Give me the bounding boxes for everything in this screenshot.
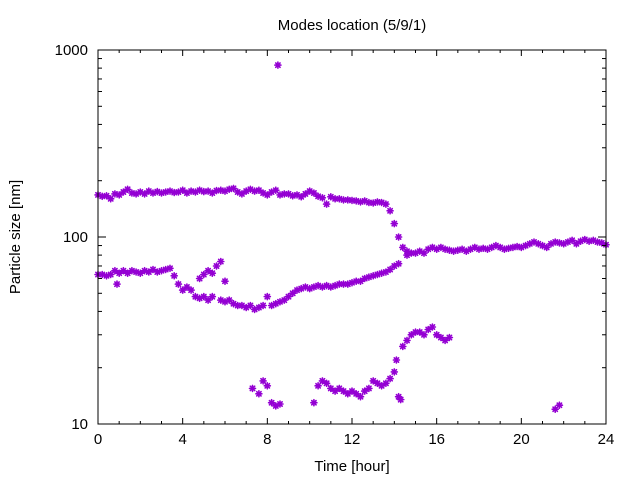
data-point: [390, 368, 399, 376]
data-point: [386, 265, 394, 274]
data-point: [382, 200, 390, 208]
data-point: [398, 342, 407, 351]
data-point: [420, 330, 428, 339]
x-tick-label: 8: [263, 431, 271, 448]
data-point: [314, 381, 322, 390]
data-point: [195, 274, 204, 283]
data-point: [274, 61, 282, 69]
data-point: [119, 266, 128, 275]
data-point: [106, 195, 115, 203]
data-point: [271, 186, 280, 194]
x-tick-label: 20: [513, 431, 530, 448]
data-point: [403, 251, 411, 259]
x-axis-title: Time [hour]: [314, 458, 389, 475]
data-point: [348, 387, 356, 395]
data-point: [263, 381, 272, 390]
data-point: [259, 301, 267, 310]
data-point: [170, 271, 178, 280]
data-point: [352, 389, 361, 398]
data-point: [445, 333, 454, 342]
y-axis: 10 100 1000: [55, 42, 606, 433]
data-point: [386, 207, 394, 215]
data-point: [396, 395, 405, 404]
data-point: [276, 191, 284, 199]
data-point: [322, 379, 331, 388]
data-point: [248, 384, 257, 393]
y-tick-label: 100: [63, 229, 88, 246]
data-point: [280, 190, 289, 198]
y-tick-label: 1000: [55, 42, 88, 59]
points-layer: [94, 61, 610, 414]
data-point: [542, 243, 551, 252]
data-point: [263, 292, 272, 301]
data-point: [221, 297, 229, 306]
x-tick-label: 12: [344, 431, 361, 448]
data-point: [386, 374, 394, 383]
data-point: [394, 259, 403, 268]
data-point: [392, 356, 401, 364]
data-point: [166, 264, 174, 273]
data-point: [221, 277, 229, 286]
data-point: [356, 277, 365, 286]
data-point: [343, 389, 352, 398]
data-point: [115, 191, 123, 199]
data-point: [420, 249, 428, 257]
data-point: [310, 398, 318, 407]
data-point: [356, 392, 365, 401]
data-point: [390, 219, 399, 228]
data-point: [551, 405, 560, 414]
data-point: [441, 336, 449, 345]
data-point: [280, 296, 289, 304]
data-point: [212, 262, 221, 270]
data-point: [217, 257, 225, 266]
x-tick-label: 16: [428, 431, 445, 448]
data-point: [394, 233, 403, 241]
x-tick-label: 24: [598, 431, 615, 448]
data-point: [428, 243, 437, 252]
data-point: [102, 192, 111, 200]
data-point: [259, 377, 267, 385]
data-point: [276, 400, 284, 408]
y-tick-label: 10: [71, 416, 88, 433]
x-axis: 0 4 8 12 16 20 24: [94, 50, 615, 448]
data-point: [204, 266, 212, 275]
data-point: [111, 266, 119, 275]
data-point: [187, 286, 195, 294]
data-point: [432, 330, 441, 339]
data-point: [322, 200, 331, 208]
data-point: [113, 280, 121, 288]
data-point: [365, 384, 373, 393]
data-point: [288, 289, 297, 298]
data-point: [297, 193, 306, 201]
data-point: [403, 336, 411, 345]
data-point: [555, 401, 564, 410]
data-point: [318, 194, 327, 202]
plot-frame: [97, 49, 607, 425]
data-point: [208, 269, 217, 278]
x-tick-label: 4: [178, 431, 186, 448]
data-point: [466, 245, 475, 253]
data-point: [462, 247, 471, 255]
x-tick-label: 0: [94, 431, 102, 448]
data-point: [200, 270, 208, 279]
data-point: [382, 379, 390, 388]
y-axis-title: Particle size [nm]: [7, 180, 24, 294]
data-point: [335, 384, 344, 393]
data-point: [174, 280, 183, 288]
data-point: [428, 323, 437, 331]
data-point: [255, 389, 263, 398]
data-point: [208, 292, 217, 301]
chart-title: Modes location (5/9/1): [278, 17, 426, 34]
